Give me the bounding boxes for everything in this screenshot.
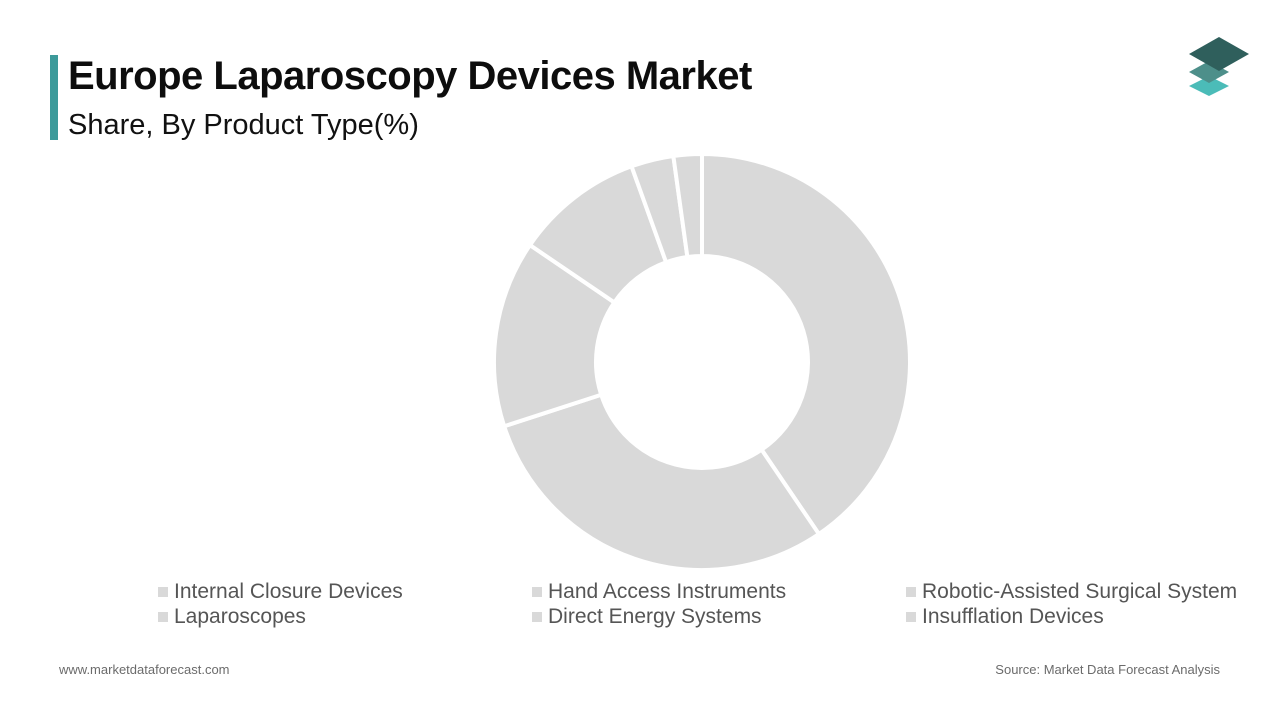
legend-item: Insufflation Devices [906, 604, 1104, 629]
legend-swatch [158, 611, 168, 622]
logo-layer-top [1189, 37, 1249, 71]
legend-label: Hand Access Instruments [548, 579, 787, 603]
footer-website: www.marketdataforecast.com [59, 662, 230, 677]
legend-item: Hand Access Instruments [532, 579, 786, 604]
page-title: Europe Laparoscopy Devices Market [68, 54, 752, 98]
legend-swatch [158, 586, 168, 597]
stacked-layers-icon [1189, 37, 1249, 96]
donut-slice-insufflation-devices [671, 151, 704, 260]
legend-label: Insufflation Devices [922, 604, 1104, 628]
legend-item: Robotic-Assisted Surgical System [906, 579, 1237, 604]
legend-swatch [532, 586, 542, 597]
title-accent-bar [50, 55, 58, 140]
legend-label: Direct Energy Systems [548, 604, 762, 628]
legend-swatch [906, 611, 916, 622]
donut-slice-internal-closure-devices [700, 151, 912, 537]
legend-swatch [906, 586, 916, 597]
legend-item: Direct Energy Systems [532, 604, 762, 629]
legend-label: Internal Closure Devices [174, 579, 403, 603]
footer-source: Source: Market Data Forecast Analysis [995, 662, 1220, 677]
legend-label: Laparoscopes [174, 604, 306, 628]
chart-legend: Internal Closure Devices Hand Access Inst… [158, 579, 1258, 633]
donut-slice-hand-access-instruments [501, 392, 822, 572]
legend-swatch [532, 611, 542, 622]
page-subtitle: Share, By Product Type(%) [68, 109, 419, 141]
donut-slices [492, 151, 912, 572]
logo-layer-bottom [1189, 76, 1229, 96]
legend-label: Robotic-Assisted Surgical System [922, 579, 1238, 603]
legend-item: Internal Closure Devices [158, 579, 403, 604]
donut-chart [492, 151, 912, 572]
legend-item: Laparoscopes [158, 604, 306, 629]
